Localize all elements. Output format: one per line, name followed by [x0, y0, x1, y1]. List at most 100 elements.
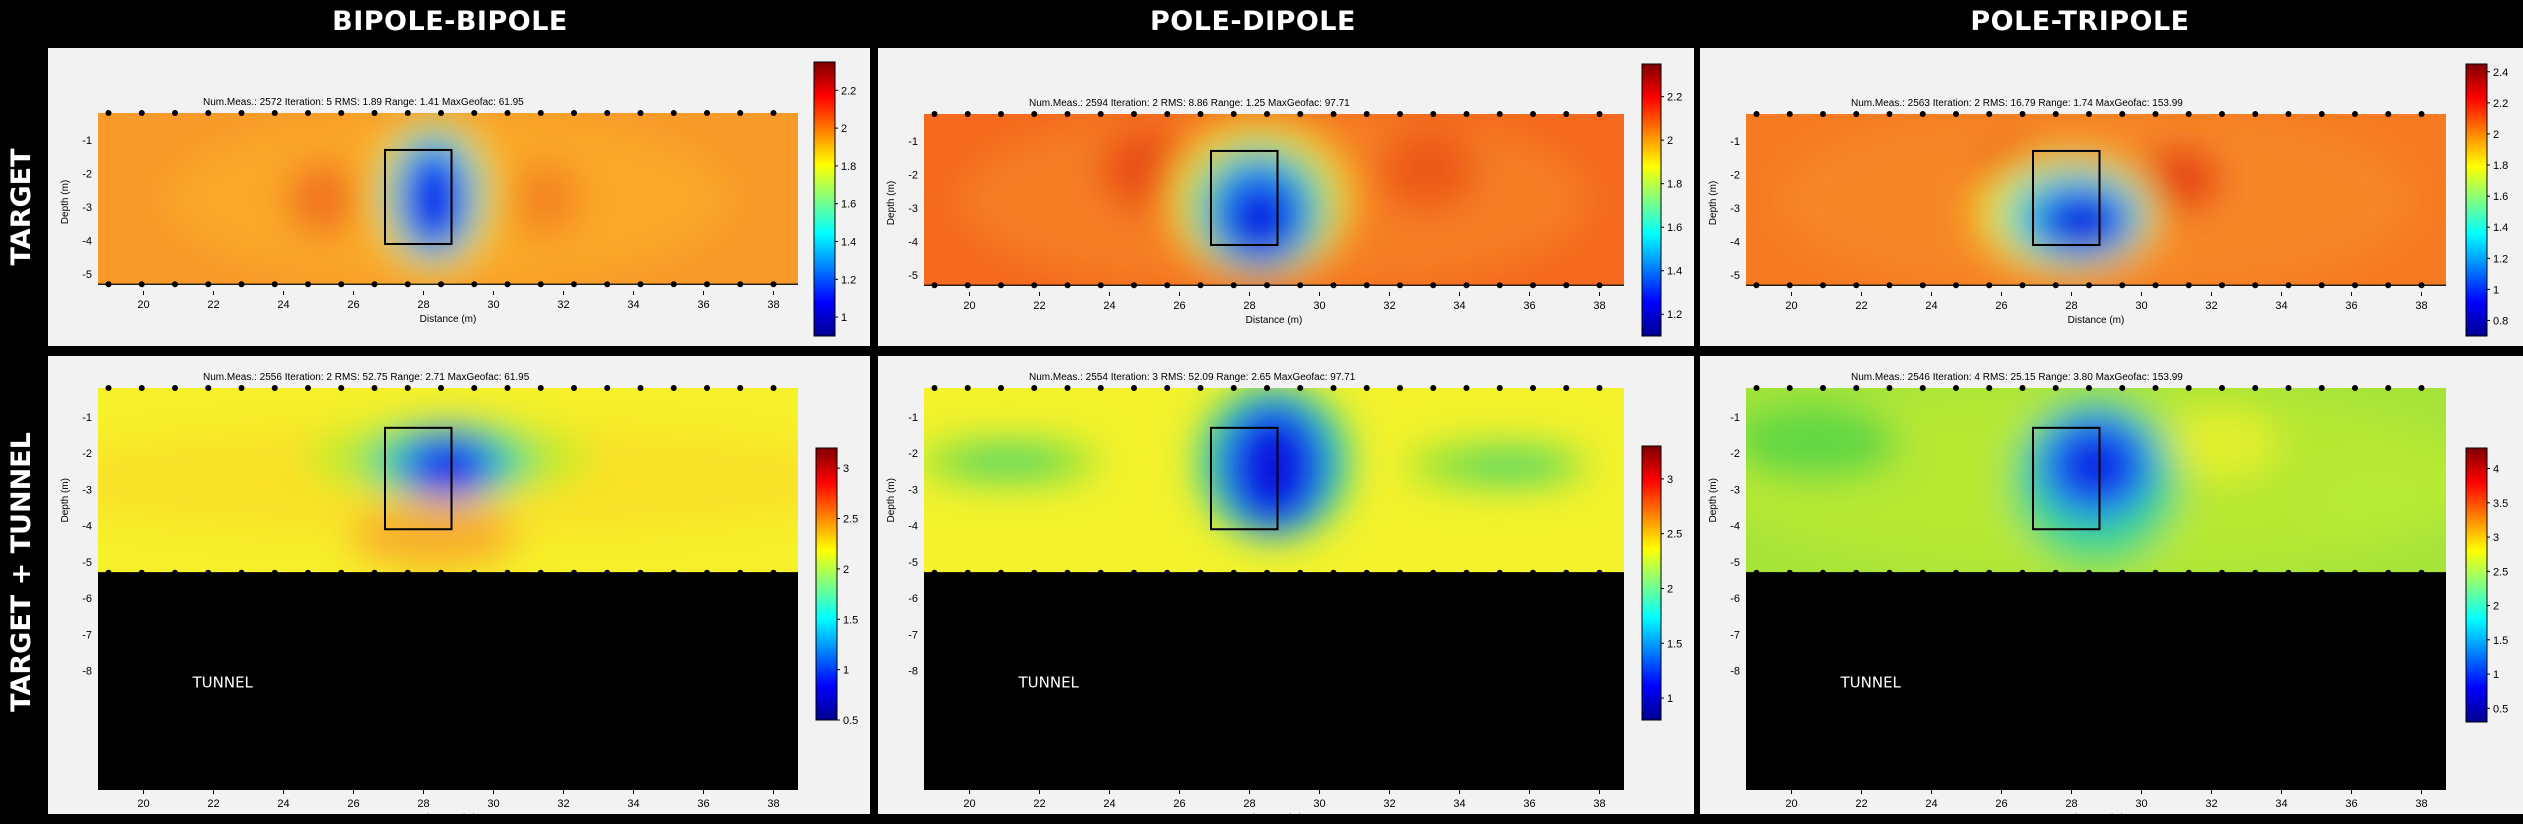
x-tick-label: 36 — [1523, 798, 1535, 810]
electrode-dot — [1853, 385, 1860, 391]
tunnel-label: TUNNEL — [1018, 673, 1080, 691]
x-tick-label: 28 — [417, 798, 429, 810]
y-tick-label: -1 — [908, 136, 918, 148]
tunnel-label: TUNNEL — [192, 673, 254, 691]
heatmap-field — [924, 114, 1624, 286]
panel-target-pole-tripole: Num.Meas.: 2563 Iteration: 2 RMS: 16.79 … — [1700, 48, 2523, 346]
x-tick-label: 34 — [1453, 300, 1465, 312]
y-tick-label: -8 — [1730, 665, 1740, 677]
electrode-dot — [1496, 385, 1503, 391]
heatmap-blob — [2138, 144, 2222, 214]
column-title-pole-tripole: POLE-TRIPOLE — [1970, 6, 2190, 37]
electrode-dot — [1197, 385, 1204, 391]
electrode-dot — [1786, 385, 1793, 391]
x-tick-label: 20 — [963, 300, 975, 312]
electrode-dot — [271, 385, 278, 391]
y-tick-label: -1 — [82, 135, 92, 147]
resistivity-section-chart: Num.Meas.: 2572 Iteration: 5 RMS: 1.89 R… — [60, 61, 856, 337]
electrode-dot — [2152, 385, 2159, 391]
x-tick-label: 30 — [2135, 798, 2147, 810]
x-tick-label: 32 — [2205, 798, 2217, 810]
heatmap-blob — [407, 164, 461, 240]
x-tick-label: 26 — [347, 299, 359, 311]
y-tick-label: -6 — [82, 593, 92, 605]
electrode-dot — [604, 110, 611, 116]
y-tick-label: -3 — [1730, 203, 1740, 215]
electrode-dot — [471, 385, 478, 391]
colorbar-tick-label: 2 — [1667, 135, 1673, 147]
colorbar-tick-label: 1.5 — [1667, 638, 1682, 650]
tunnel-region — [98, 572, 798, 790]
x-tick-label: 26 — [1995, 798, 2007, 810]
electrode-dot — [2318, 385, 2325, 391]
electrode-dot — [770, 110, 777, 116]
electrode-dot — [338, 110, 345, 116]
x-tick-label: 32 — [1383, 798, 1395, 810]
electrode-dot — [2418, 385, 2425, 391]
electrode-dot — [438, 385, 444, 391]
electrode-dot — [1463, 385, 1470, 391]
electrode-dot — [931, 385, 938, 391]
inversion-info: Num.Meas.: 2594 Iteration: 2 RMS: 8.86 R… — [1029, 98, 1350, 109]
y-tick-label: -4 — [1730, 521, 1740, 533]
electrode-dot — [1097, 111, 1104, 117]
electrodes — [931, 385, 1603, 576]
y-tick-label: -2 — [82, 448, 92, 460]
y-axis-label: Depth (m) — [886, 478, 897, 522]
electrode-dot — [1853, 111, 1860, 117]
x-tick-label: 32 — [1383, 300, 1395, 312]
x-tick-label: 36 — [2345, 300, 2357, 312]
x-tick-label: 26 — [1173, 798, 1185, 810]
heatmap-blob — [511, 160, 581, 237]
electrode-dot — [2385, 385, 2392, 391]
colorbar-tick-label: 1 — [2493, 669, 2499, 681]
colorbar — [813, 61, 836, 337]
y-axis-label: Depth (m) — [60, 180, 71, 224]
y-tick-label: -2 — [1730, 448, 1740, 460]
electrode-dot — [1164, 385, 1171, 391]
heatmap-blob — [350, 502, 518, 570]
x-tick-label: 34 — [1453, 798, 1465, 810]
x-tick-label: 24 — [277, 798, 289, 810]
colorbar-tick-label: 2 — [843, 564, 849, 576]
electrode-dot — [1530, 111, 1536, 117]
colorbar-tick-label: 0.8 — [2493, 315, 2508, 327]
electrode-dot — [1031, 385, 1038, 391]
x-tick-label: 24 — [1103, 798, 1115, 810]
colorbar-tick-label: 1 — [1667, 693, 1673, 705]
y-tick-label: -5 — [1730, 557, 1740, 569]
panel-target-pole-dipole: Num.Meas.: 2594 Iteration: 2 RMS: 8.86 R… — [878, 48, 1694, 346]
electrode-dot — [105, 385, 112, 391]
heatmap-field — [1746, 388, 2446, 573]
heatmap-blob — [2166, 406, 2278, 481]
electrode-dot — [2352, 385, 2358, 391]
electrode-dot — [2086, 111, 2092, 117]
electrode-dot — [2086, 385, 2092, 391]
row-title-target-tunnel: TARGET + TUNNEL — [6, 432, 37, 712]
y-tick-label: -3 — [1730, 484, 1740, 496]
electrode-dot — [1820, 385, 1826, 391]
colorbar-tick-label: 2.5 — [843, 514, 858, 526]
electrode-dot — [737, 110, 744, 116]
inversion-info: Num.Meas.: 2554 Iteration: 3 RMS: 52.09 … — [1029, 372, 1356, 383]
electrode-dot — [138, 110, 145, 116]
target-box — [1210, 426, 1279, 531]
y-tick-label: -7 — [1730, 629, 1740, 641]
x-tick-label: 28 — [1243, 798, 1255, 810]
electrode-dot — [1753, 385, 1760, 391]
electrode-dot — [371, 110, 378, 116]
y-tick-label: -7 — [82, 629, 92, 641]
y-tick-label: -4 — [82, 521, 92, 533]
electrode-dot — [1264, 385, 1270, 391]
electrode-dot — [338, 385, 345, 391]
colorbar — [1641, 445, 1662, 721]
x-tick-label: 26 — [1995, 300, 2007, 312]
colorbar-tick-label: 2.2 — [841, 85, 856, 97]
electrode-dot — [2285, 385, 2292, 391]
tunnel-region — [924, 572, 1624, 790]
electrode-dot — [2252, 385, 2259, 391]
x-tick-label: 22 — [1855, 798, 1867, 810]
x-axis-label: Distance (m) — [420, 314, 477, 325]
electrode-dot — [1596, 111, 1603, 117]
y-tick-label: -1 — [1730, 136, 1740, 148]
